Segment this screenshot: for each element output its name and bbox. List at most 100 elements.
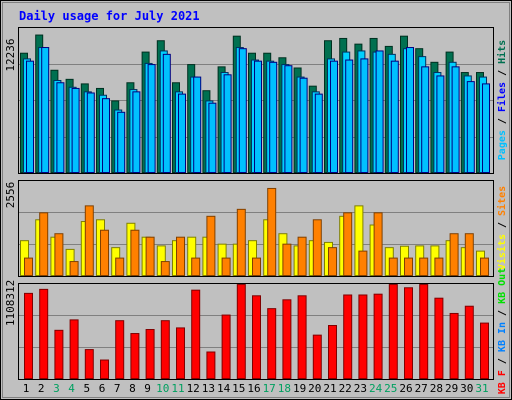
bar-pages [451,66,460,173]
chart-title: Daily usage for July 2021 [19,9,200,23]
x-tick-label: 25 [384,382,397,395]
legend: Pages / Files / Hits [496,40,508,160]
legend: KB F / KB In / KB Out [497,268,508,394]
bar-sites [206,215,216,277]
legend-entry: Hits [496,40,508,64]
legend-separator: / [497,216,508,234]
bar-pages [86,92,95,173]
bar-kb-f [191,289,201,380]
x-tick-label: 2 [38,382,45,395]
bar-pages [466,81,475,173]
x-tick-label: 31 [475,382,488,395]
x-tick-label: 7 [114,382,121,395]
y-max-label: 2556 [4,182,17,209]
y-max-label: 1108312 [4,280,17,326]
legend-entry: KB F [497,370,508,394]
bar-pages [238,48,247,173]
x-tick-label: 6 [99,382,106,395]
bar-sites [191,257,201,277]
bar-sites [328,247,337,277]
bar-pages [360,58,369,173]
x-tick-label: 29 [445,382,458,395]
x-tick-label: 15 [232,382,245,395]
bar-sites [358,250,368,276]
bar-sites [480,257,489,277]
bar-kb-f [145,329,155,379]
x-tick-label: 1 [23,382,30,395]
bar-sites [145,236,155,277]
x-tick-label: 17 [263,382,276,395]
bar-kb-f [24,292,33,380]
bar-kb-f [343,294,353,379]
bar-pages [193,76,202,173]
y-max-label: 12236 [4,38,17,71]
bar-kb-f [480,322,489,379]
bar-kb-f [236,284,246,380]
legend-entry: Pages [497,130,508,160]
legend-entry: Sites [496,186,508,216]
bar-sites [69,261,79,277]
bar-pages [117,111,126,174]
legend: Visits / Sites [496,186,508,270]
bar-pages [56,82,65,173]
bar-kb-f [449,312,459,379]
legend-separator: / [497,112,508,130]
bar-pages [421,66,430,173]
bar-sites [100,229,109,277]
legend-entry: KB In [497,322,508,352]
bar-pages [26,60,34,173]
bar-kb-f [312,334,322,379]
bar-sites [39,212,49,276]
bar-pages [254,60,262,173]
legend-entry: Files [496,82,508,112]
bar-pages [223,74,232,173]
bar-pages [162,53,171,173]
bar-pages [147,64,156,173]
legend-separator: / [497,304,508,322]
x-tick-label: 28 [430,382,443,395]
bar-pages [132,91,141,173]
bar-kb-f [69,319,79,380]
bar-sites [449,233,459,276]
bar-kb-f [206,351,216,380]
x-tick-label: 3 [53,382,60,395]
x-tick-label: 20 [308,382,321,395]
bar-sites [388,257,398,277]
bar-sites [54,233,64,276]
bar-sites [282,243,292,276]
x-tick-label: 12 [187,382,200,395]
bar-kb-f [84,349,94,380]
legend-separator: / [497,352,508,370]
x-tick-label: 14 [217,382,231,395]
x-tick-label: 13 [202,382,215,395]
bar-kb-f [39,288,49,379]
legend-entry: KB Out [497,268,508,304]
x-tick-label: 4 [68,382,75,395]
bar-pages [482,83,490,173]
bar-sites [373,212,383,276]
bar-kb-f [404,287,413,379]
bar-pages [208,102,217,173]
panel-kbytes: 1108312 KB F / KB In / KB Out [4,268,508,394]
bar-kb-f [419,284,429,380]
bar-kb-f [282,299,292,379]
x-tick-label: 5 [83,382,90,395]
bar-pages [299,77,308,173]
x-tick-label: 23 [354,382,367,395]
bar-sites [176,236,185,277]
panel-visits-sites: 2556 Visits / Sites [4,180,508,277]
x-tick-label: 19 [293,382,306,395]
bar-sites [115,257,125,277]
bar-pages [345,59,354,174]
bar-pages [390,60,399,173]
x-tick-label: 21 [323,382,336,395]
bar-sites [312,219,322,276]
bar-kb-f [267,308,277,379]
bar-kb-f [130,333,140,379]
bar-sites [130,229,140,277]
x-tick-label: 27 [415,382,428,395]
bar-kb-f [160,320,170,379]
bar-pages [269,61,278,173]
